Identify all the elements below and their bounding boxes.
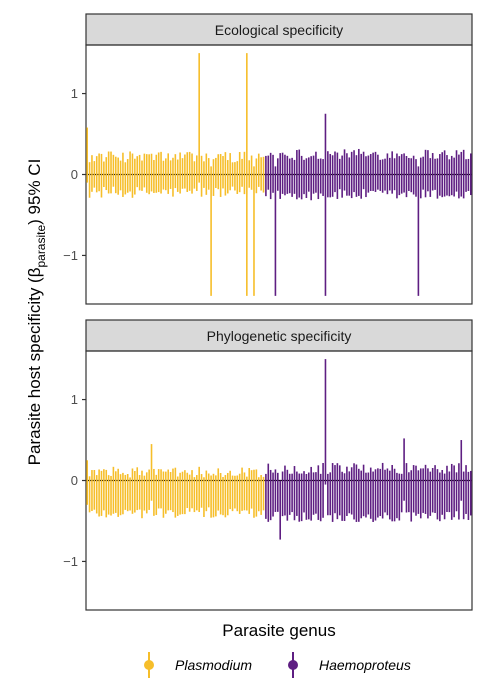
errorbar-layer [86,359,472,540]
y-tick-label: 1 [71,392,78,407]
y-tick-label: 1 [71,86,78,101]
strip-background [85,319,473,352]
y-axis-title-main: Parasite host specificity (β [25,267,44,465]
panel-title: Phylogenetic specificity [207,328,352,344]
panel-ecological: Ecological specificity −1 0 1 [63,13,473,305]
legend-key-point [144,660,154,670]
legend-key-point [288,660,298,670]
y-axis: −1 0 1 [63,86,86,263]
legend: Plasmodium Haemoproteus [144,652,411,678]
y-axis: −1 0 1 [63,392,86,569]
x-axis-title: Parasite genus [222,621,335,640]
y-axis-title-subscript: parasite [34,225,48,268]
legend-item-plasmodium: Plasmodium [144,652,252,678]
legend-label: Plasmodium [175,657,252,673]
y-tick-label: 0 [71,473,78,488]
panel-phylogenetic: Phylogenetic specificity −1 0 1 [63,319,473,611]
y-axis-title-end: ) 95% CI [25,159,44,225]
y-axis-title: Parasite host specificity (βparasite) 95… [25,159,48,466]
errorbar-layer [86,53,472,296]
legend-item-haemoproteus: Haemoproteus [288,652,411,678]
strip-background [85,13,473,46]
panel-title: Ecological specificity [215,22,343,38]
y-tick-label: −1 [63,554,78,569]
y-tick-label: −1 [63,248,78,263]
legend-label: Haemoproteus [319,657,411,673]
y-tick-label: 0 [71,167,78,182]
